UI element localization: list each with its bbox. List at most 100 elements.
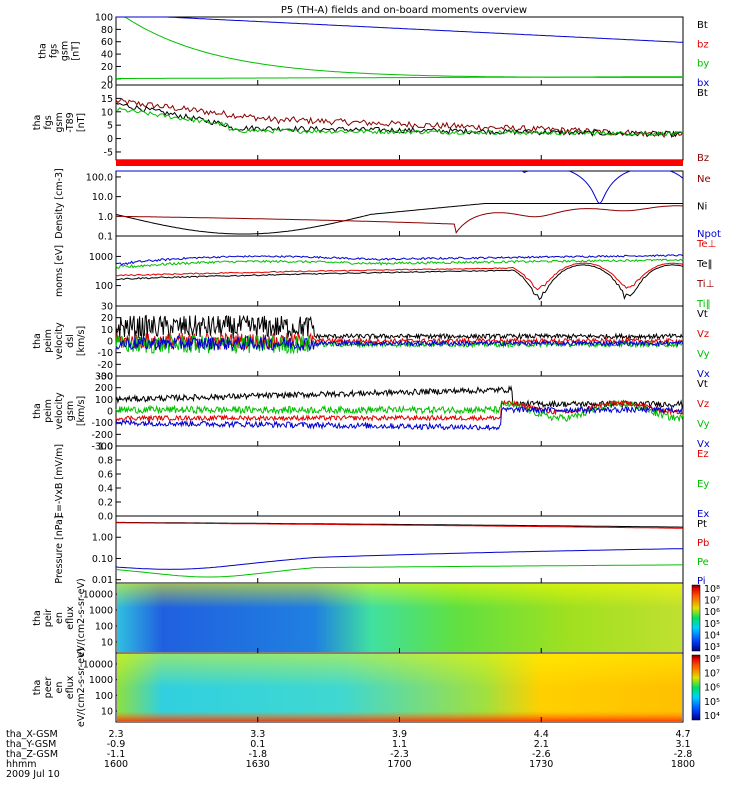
axis-row-value: 1.1 — [392, 739, 407, 750]
y-tick-label: 20 — [101, 313, 113, 324]
legend-vt: Vt — [697, 309, 708, 320]
axis-row-value: 2.1 — [534, 739, 549, 750]
y-axis-label: thafgsgsm-T89[nT] — [32, 112, 87, 132]
axis-row-value: 2.3 — [108, 729, 123, 740]
y-tick-label: 0 — [107, 337, 113, 348]
legend-pe: Pe — [697, 557, 709, 568]
colorbar-label: 10³ — [704, 642, 720, 653]
legend-ne: Ne — [697, 174, 711, 185]
y-tick-label: 0.4 — [98, 484, 113, 495]
y-tick-label: 5 — [107, 121, 113, 132]
axis-row-value: 0.1 — [250, 739, 265, 750]
series-tepar — [115, 264, 684, 301]
axis-row-value: 3.1 — [675, 739, 690, 750]
legend-ni: Ni — [697, 202, 707, 213]
y-axis-label: Pressure [nPa] — [54, 515, 65, 583]
series-bt — [115, 102, 684, 139]
y-tick-label: -20 — [97, 360, 113, 371]
y-tick-label: 1.0 — [98, 442, 113, 453]
legend-te‖: Te‖ — [696, 259, 713, 270]
series-by — [116, 16, 683, 78]
colorbar-label: 10⁶ — [704, 607, 720, 618]
y-tick-label: 10.0 — [92, 192, 113, 203]
y-tick-label: 10 — [101, 707, 113, 718]
series-bz — [116, 76, 683, 79]
y-axis-label: thafgsgsm[nT] — [38, 41, 82, 61]
legend-ti⊥: Ti⊥ — [696, 279, 714, 290]
y-tick-label: -100 — [91, 418, 113, 429]
y-axis-label: thapeirenefluxeV/(cm2-s-sr-eV) — [32, 578, 87, 657]
axis-date: 2009 Jul 10 — [6, 769, 60, 780]
y-tick-label: 10000 — [83, 659, 113, 670]
series-tiperp — [115, 258, 684, 269]
y-axis-label: E=-VxB [mV/m] — [54, 444, 65, 518]
colorbar-label: 10⁸ — [704, 654, 720, 665]
series-vy — [115, 334, 684, 355]
y-tick-label: 15 — [101, 94, 113, 105]
legend-ey: Ey — [697, 479, 709, 490]
panel-frame — [115, 445, 684, 517]
y-tick-label: 0.6 — [98, 470, 113, 481]
legend-vy: Vy — [697, 419, 710, 430]
y-tick-label: -200 — [91, 430, 113, 441]
legend-pb: Pb — [697, 538, 709, 549]
y-tick-label: 0.2 — [98, 498, 113, 509]
panel-9: 10000 1000 100 10 thapeirenefluxeV/(cm2-s-sr… — [32, 578, 720, 657]
y-tick-label: 0 — [107, 134, 113, 145]
y-axis-label: moms [eV] — [54, 245, 65, 297]
y-axis-label: thapeimvelocitydsl[km/s] — [32, 322, 87, 360]
y-tick-label: 100 — [95, 281, 113, 292]
colorbar — [691, 654, 701, 721]
legend-ex: Ex — [697, 509, 709, 520]
legend-vz: Vz — [697, 399, 709, 410]
legend-by: by — [697, 59, 709, 70]
axis-row-value: -1.1 — [107, 749, 126, 760]
time-axis: tha_X-GSM 2.3 3.3 3.9 4.4 4.7 tha_Y-GSM -0.9 0.1… — [6, 729, 695, 780]
legend-bx: bx — [697, 78, 709, 89]
axis-row-label: tha_Y-GSM — [6, 739, 56, 750]
series-vz — [115, 399, 684, 423]
y-tick-label: -30 — [97, 372, 113, 383]
colorbar — [691, 584, 701, 652]
axis-row-value: 1730 — [529, 759, 553, 770]
y-tick-label: 1000 — [89, 675, 113, 686]
y-tick-label: 1.00 — [92, 533, 113, 544]
axis-row-value: 4.4 — [534, 729, 549, 740]
y-tick-label: 200 — [95, 383, 113, 394]
series-ni — [115, 203, 683, 235]
panel-7: 1.0 0.8 0.6 0.4 0.2 0.0 E=-VxB [mV/m] Ez Ey Ex — [54, 442, 709, 523]
y-tick-label: 80 — [101, 25, 113, 36]
series-tipar — [115, 254, 684, 267]
y-tick-label: 20 — [101, 62, 113, 73]
y-tick-label: 100 — [95, 691, 113, 702]
y-tick-label: 0 — [107, 407, 113, 418]
y-tick-label: -5 — [104, 147, 113, 158]
panel-8: 1.00 0.10 0.01 Pressure [nPa] Pt Pb Pe Pi — [54, 515, 709, 587]
colorbar-label: 10⁴ — [704, 711, 720, 722]
axis-row-value: -2.3 — [390, 749, 409, 760]
y-tick-label: 1000 — [89, 252, 113, 263]
y-tick-label: 0 — [107, 74, 113, 85]
legend-bt: Bt — [697, 88, 708, 99]
series-teperp — [115, 262, 684, 291]
y-tick-label: 60 — [101, 37, 113, 48]
legend-vz: Vz — [697, 329, 709, 340]
y-tick-label: 10 — [101, 325, 113, 336]
y-axis-label: Density [cm-3] — [54, 168, 65, 239]
y-axis-label: thapeimvelocitygsm[km/s] — [32, 392, 87, 430]
colorbar-label: 10⁴ — [704, 630, 720, 641]
panel-10: 10000 1000 100 10 thapeerenefluxeV/(cm2-s-sr… — [32, 648, 720, 727]
ion-spectrogram-high — [117, 584, 682, 652]
panel-2: 20 15 10 5 0 -5 thafgsgsm-T89[nT] Bt Bz — [32, 81, 709, 165]
y-tick-label: 100 — [95, 13, 113, 24]
axis-row-value: -2.8 — [674, 749, 693, 760]
axis-row-label: tha_X-GSM — [6, 729, 58, 740]
colorbar-label: 10⁵ — [704, 697, 720, 708]
legend-pi: Pi — [697, 576, 706, 587]
series-bt-t89 — [115, 106, 684, 137]
series-pe — [115, 564, 683, 578]
axis-row-label: tha_Z-GSM — [6, 749, 58, 760]
legend-ez: Ez — [697, 449, 709, 460]
